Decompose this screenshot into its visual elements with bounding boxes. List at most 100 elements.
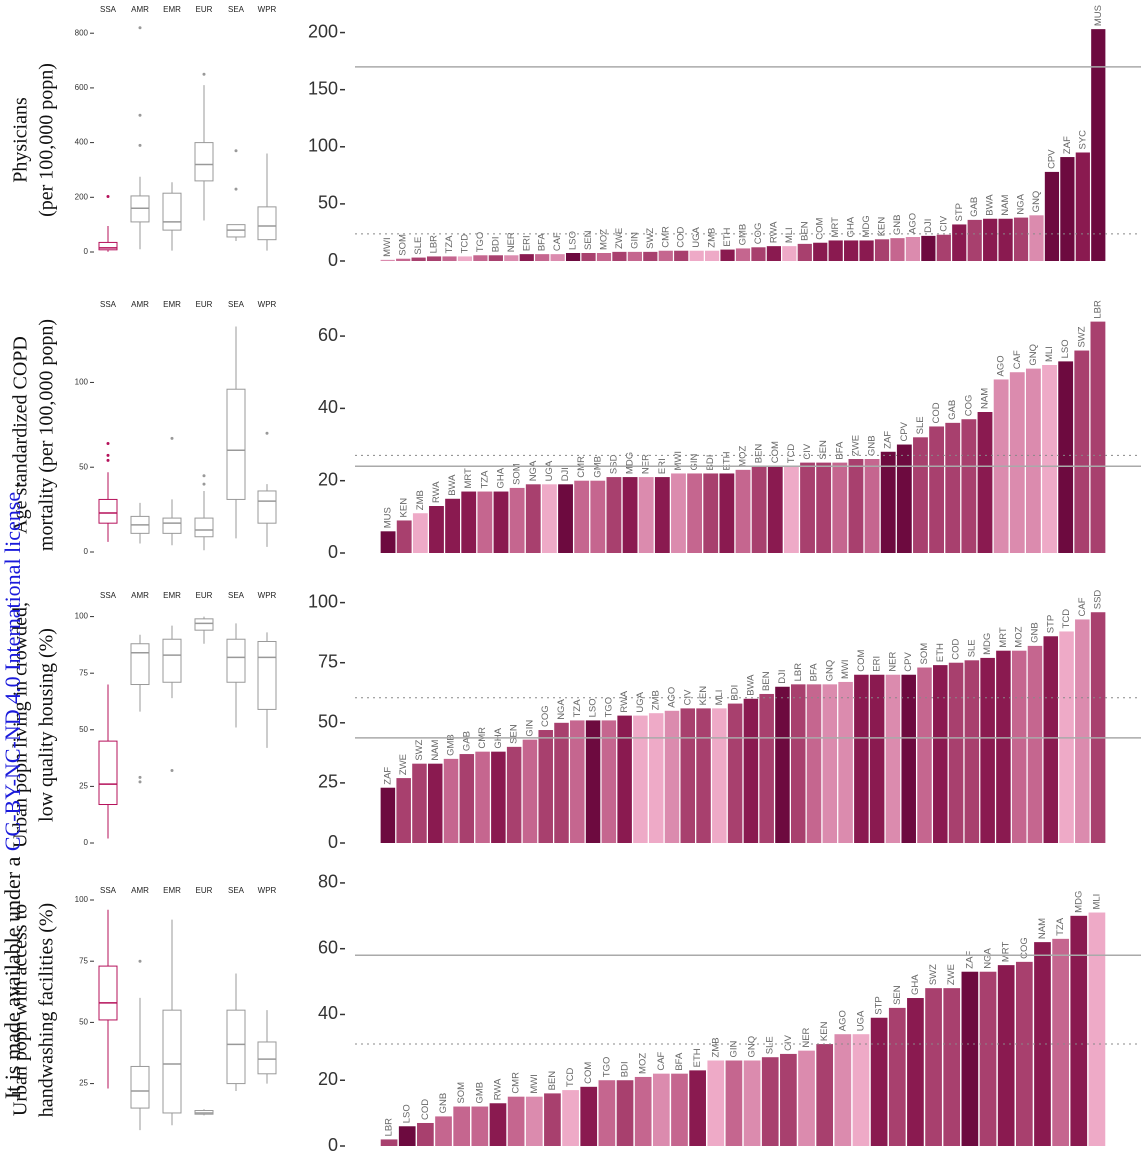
bar <box>643 251 658 261</box>
bar-label: CAF <box>1077 597 1088 616</box>
bar <box>1052 938 1069 1146</box>
outlier <box>106 453 110 457</box>
bar <box>664 710 680 843</box>
bar-label: NAM <box>430 739 441 760</box>
y-tick-label: 0 <box>328 1135 338 1155</box>
bar-label: KEN <box>877 217 888 237</box>
bar-label: STP <box>1045 615 1056 633</box>
bar <box>671 1073 688 1146</box>
bar <box>398 1126 416 1146</box>
bar <box>816 1044 834 1146</box>
bar-label: DJI <box>560 467 571 481</box>
bar-label: SOM <box>512 463 523 485</box>
bar <box>798 1050 815 1146</box>
region-label: EMR <box>163 886 181 895</box>
bar-label: STP <box>954 203 965 221</box>
bar-label: ZWE <box>398 754 409 775</box>
bar <box>1075 152 1090 261</box>
bar <box>638 477 654 553</box>
bar-label: MLI <box>714 690 725 706</box>
watermark-after: . <box>0 481 25 492</box>
bar-label: ZAF <box>883 431 894 449</box>
bar <box>489 1103 507 1146</box>
bar-label: CPV <box>899 421 910 441</box>
bar-label: CAF <box>552 232 563 251</box>
bar-label: MDG <box>625 452 636 474</box>
outlier <box>106 194 110 198</box>
bar <box>870 1017 888 1146</box>
region-label: SEA <box>228 591 245 600</box>
bar-label: GHA <box>846 216 857 237</box>
bar <box>800 462 815 553</box>
bar-label: LSO <box>588 698 599 717</box>
bar-label: GMB <box>738 224 749 246</box>
bar-label: CMR <box>660 226 671 248</box>
bar-label: LSO <box>1060 339 1071 358</box>
bar-label: ZMB <box>415 490 426 510</box>
bar <box>525 1096 543 1146</box>
bar <box>491 751 506 843</box>
bar <box>396 520 412 553</box>
bar <box>380 1139 398 1146</box>
bar-label: CIV <box>682 689 693 706</box>
y-tick-label: 40 <box>318 1003 338 1023</box>
bar-label: GIN <box>524 720 535 737</box>
bar-label: MOZ <box>598 229 609 250</box>
bar <box>652 1073 670 1146</box>
bar-label: ZMB <box>651 690 662 710</box>
bar <box>550 254 565 261</box>
bar <box>766 246 781 261</box>
bar-label: COM <box>583 1062 594 1084</box>
bar-label: SOM <box>456 1082 467 1104</box>
outlier <box>138 780 142 784</box>
bar-label: SLE <box>966 639 977 657</box>
bar-label: MRT <box>463 468 474 489</box>
bar-label: KEN <box>819 1021 830 1041</box>
bar-label: ETH <box>721 451 732 470</box>
bar <box>633 715 648 843</box>
bar-label: GAB <box>461 731 472 751</box>
bar-label: GIN <box>728 1040 739 1057</box>
bar <box>596 253 612 261</box>
y-tick-label: 20 <box>318 1069 338 1089</box>
bar <box>585 720 601 843</box>
bar <box>674 250 689 261</box>
region-label: EUR <box>196 886 213 895</box>
bar <box>719 473 735 553</box>
bar <box>544 1093 561 1146</box>
bar-label: BEN <box>799 221 810 241</box>
bar-label: LSO <box>402 1104 413 1123</box>
bar-label: UGA <box>691 226 702 247</box>
bar-label: CIV <box>938 215 949 232</box>
bar <box>751 466 767 553</box>
bar <box>558 484 573 553</box>
bar-label: TZA <box>1055 917 1066 936</box>
outlier <box>170 769 174 773</box>
bar <box>720 249 735 261</box>
bar-label: COG <box>540 705 551 727</box>
bar-label: COM <box>770 441 781 463</box>
bar-label: NAM <box>1000 195 1011 216</box>
bar-label: SOM <box>919 643 930 665</box>
bar-label: COD <box>951 638 962 659</box>
bar-label: GIN <box>629 232 640 249</box>
bar <box>634 1076 652 1146</box>
box <box>226 388 246 500</box>
bar <box>979 971 997 1146</box>
y-tick-label: 100 <box>308 136 338 156</box>
bar-label: KEN <box>698 686 709 706</box>
bar-label: ZWE <box>850 435 861 456</box>
bar-label: GNB <box>438 1093 449 1114</box>
bar <box>435 1116 452 1146</box>
bar-label: TGO <box>601 1057 612 1078</box>
y-tick-label: 400 <box>75 138 89 147</box>
region-label: SEA <box>228 5 245 14</box>
bar-label: ERI <box>521 235 532 251</box>
bar <box>996 650 1011 843</box>
bar-label: GAB <box>969 197 980 217</box>
region-label: WPR <box>258 5 277 14</box>
bar-label: MUS <box>383 507 394 528</box>
bar-label: AGO <box>837 1010 848 1031</box>
bar <box>617 715 632 843</box>
outlier <box>138 143 142 147</box>
